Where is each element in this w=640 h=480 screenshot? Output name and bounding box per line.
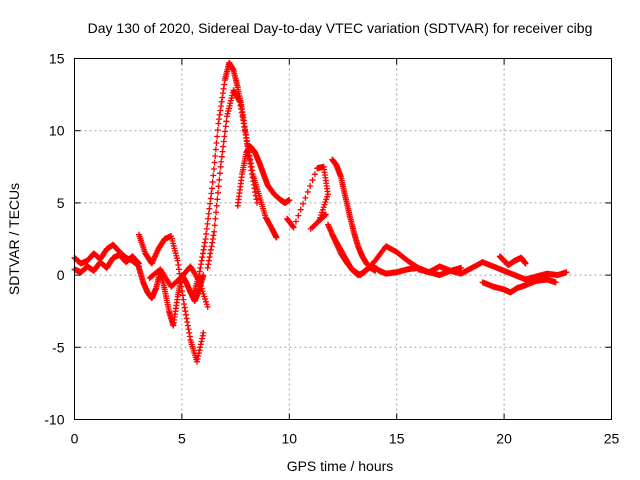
- series-main-peak-a: [189, 59, 261, 300]
- data-point: [208, 185, 215, 192]
- data-point: [206, 205, 213, 212]
- data-point: [213, 202, 220, 209]
- data-point: [207, 195, 214, 202]
- data-point: [222, 123, 229, 130]
- data-point: [200, 329, 207, 336]
- data-point: [297, 206, 304, 213]
- data-point: [302, 194, 309, 201]
- data-point: [217, 163, 224, 170]
- plot-frame: [74, 58, 612, 420]
- data-point: [207, 200, 214, 207]
- x-tick-label: 0: [71, 431, 79, 447]
- y-tick-label: 5: [57, 195, 65, 211]
- data-point: [220, 138, 227, 145]
- data-point: [254, 199, 261, 206]
- data-point: [211, 159, 218, 166]
- data-point: [204, 303, 211, 310]
- y-tick-label: 10: [49, 123, 65, 139]
- data-point: [522, 260, 529, 267]
- data-point: [211, 222, 218, 229]
- data-point: [211, 228, 218, 235]
- series-tail-a: [415, 259, 570, 283]
- data-point: [213, 139, 220, 146]
- data-point: [218, 153, 225, 160]
- x-tick-label: 10: [282, 431, 298, 447]
- data-point: [210, 165, 217, 172]
- y-tick-label: 15: [49, 51, 65, 67]
- data-point: [273, 234, 280, 241]
- x-axis-label: GPS time / hours: [287, 458, 394, 474]
- y-tick-labels: -10 -5 0 5 10 15: [44, 51, 64, 428]
- x-tick-label: 20: [496, 431, 512, 447]
- data-point: [307, 225, 314, 232]
- data-point: [220, 143, 227, 150]
- data-marks: [71, 59, 570, 365]
- data-point: [215, 183, 222, 190]
- x-tick-label: 5: [178, 431, 186, 447]
- data-point: [203, 230, 210, 237]
- grid: [74, 58, 612, 420]
- data-point: [205, 215, 212, 222]
- data-point: [222, 128, 229, 135]
- series-dip-b: [135, 231, 207, 365]
- data-point: [203, 225, 210, 232]
- x-tick-label: 15: [389, 431, 405, 447]
- x-tick-labels: 0 5 10 15 20 25: [71, 431, 620, 447]
- data-point: [309, 177, 316, 184]
- data-point: [223, 118, 230, 125]
- data-point: [307, 183, 314, 190]
- data-point: [219, 148, 226, 155]
- data-point: [212, 146, 219, 153]
- data-point: [304, 188, 311, 195]
- data-point: [209, 178, 216, 185]
- data-point: [202, 236, 209, 242]
- data-point: [204, 220, 211, 227]
- data-point: [216, 170, 223, 177]
- data-point: [292, 218, 299, 225]
- data-point: [210, 172, 217, 179]
- data-point: [216, 176, 223, 183]
- data-point: [552, 279, 559, 286]
- y-tick-label: 0: [57, 267, 65, 283]
- data-point: [214, 189, 221, 196]
- y-axis-label: SDTVAR / TECUs: [6, 183, 22, 295]
- data-point: [214, 126, 221, 133]
- chart-title: Day 130 of 2020, Sidereal Day-to-day VTE…: [88, 20, 593, 36]
- data-point: [212, 152, 219, 159]
- data-point: [214, 196, 221, 203]
- data-point: [213, 209, 220, 216]
- data-point: [300, 200, 307, 207]
- data-point: [205, 210, 212, 217]
- data-point: [563, 269, 570, 276]
- x-tick-label: 25: [604, 431, 620, 447]
- axis-ticks: [74, 58, 612, 420]
- series-main-peak-c: [234, 143, 293, 209]
- data-point: [286, 197, 293, 204]
- data-point: [214, 133, 221, 140]
- data-point: [218, 158, 225, 165]
- series-main-peak-b: [204, 87, 280, 271]
- series-isolated: [284, 163, 331, 232]
- data-point: [221, 133, 228, 140]
- data-point: [212, 215, 219, 222]
- data-point: [295, 212, 302, 219]
- series-tail-b: [479, 276, 559, 296]
- series-tail-c: [496, 253, 529, 268]
- series-second-peak-a: [329, 156, 379, 274]
- data-point: [458, 264, 465, 271]
- y-tick-label: -5: [52, 339, 65, 355]
- data-point: [311, 171, 318, 178]
- data-point: [208, 190, 215, 197]
- data-point: [290, 224, 297, 231]
- series-early-band-b: [71, 251, 142, 276]
- y-tick-label: -10: [44, 412, 64, 428]
